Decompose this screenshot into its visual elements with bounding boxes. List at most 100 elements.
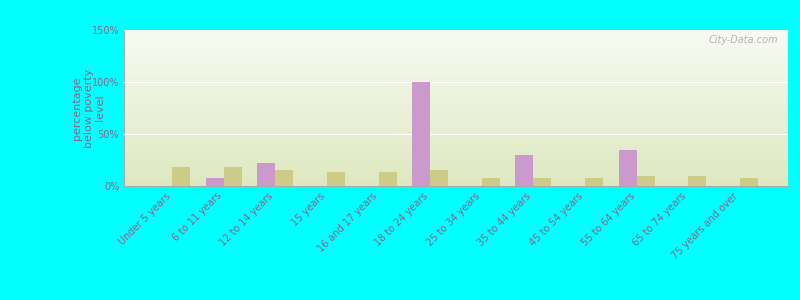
- Bar: [124, 129, 788, 130]
- Bar: [124, 178, 788, 179]
- Bar: [124, 93, 788, 94]
- Bar: [124, 148, 788, 149]
- Bar: [124, 111, 788, 112]
- Bar: [618, 150, 637, 186]
- Bar: [124, 174, 788, 175]
- Bar: [124, 156, 788, 157]
- Bar: [124, 113, 788, 114]
- Bar: [124, 163, 788, 164]
- Bar: [124, 33, 788, 34]
- Bar: [124, 46, 788, 47]
- Bar: [124, 140, 788, 141]
- Y-axis label: percentage
below poverty
level: percentage below poverty level: [72, 68, 106, 148]
- Bar: [206, 178, 224, 186]
- Bar: [124, 121, 788, 122]
- Bar: [124, 123, 788, 124]
- Bar: [124, 88, 788, 89]
- Bar: [124, 128, 788, 129]
- Bar: [124, 72, 788, 73]
- Bar: [430, 170, 448, 186]
- Bar: [124, 63, 788, 64]
- Bar: [124, 73, 788, 74]
- Bar: [124, 86, 788, 87]
- Bar: [124, 146, 788, 147]
- Bar: [740, 178, 758, 186]
- Bar: [534, 178, 551, 186]
- Bar: [124, 40, 788, 41]
- Bar: [124, 96, 788, 97]
- Bar: [124, 98, 788, 99]
- Bar: [124, 168, 788, 169]
- Bar: [124, 42, 788, 43]
- Bar: [124, 127, 788, 128]
- Bar: [124, 110, 788, 111]
- Bar: [124, 118, 788, 119]
- Bar: [124, 32, 788, 33]
- Bar: [124, 56, 788, 57]
- Bar: [124, 92, 788, 93]
- Bar: [124, 122, 788, 123]
- Bar: [124, 47, 788, 48]
- Bar: [124, 171, 788, 172]
- Bar: [124, 125, 788, 126]
- Bar: [124, 64, 788, 65]
- Bar: [124, 94, 788, 95]
- Bar: [482, 178, 500, 186]
- Bar: [124, 85, 788, 86]
- Bar: [124, 44, 788, 45]
- Bar: [124, 132, 788, 133]
- Bar: [124, 49, 788, 50]
- Bar: [124, 182, 788, 183]
- Bar: [124, 150, 788, 151]
- Bar: [124, 95, 788, 96]
- Bar: [124, 45, 788, 46]
- Bar: [124, 172, 788, 173]
- Bar: [124, 180, 788, 181]
- Bar: [124, 126, 788, 127]
- Bar: [124, 39, 788, 40]
- Bar: [124, 159, 788, 160]
- Bar: [688, 176, 706, 186]
- Bar: [124, 89, 788, 90]
- Bar: [124, 115, 788, 116]
- Bar: [585, 178, 603, 186]
- Bar: [124, 155, 788, 156]
- Bar: [124, 58, 788, 59]
- Bar: [124, 84, 788, 85]
- Bar: [124, 161, 788, 162]
- Bar: [124, 66, 788, 67]
- Bar: [124, 31, 788, 32]
- Bar: [124, 143, 788, 144]
- Bar: [124, 51, 788, 52]
- Bar: [124, 90, 788, 91]
- Bar: [124, 149, 788, 150]
- Bar: [124, 50, 788, 51]
- Bar: [124, 179, 788, 180]
- Bar: [124, 60, 788, 61]
- Bar: [124, 173, 788, 174]
- Bar: [124, 80, 788, 81]
- Bar: [124, 78, 788, 79]
- Bar: [124, 101, 788, 102]
- Bar: [124, 103, 788, 104]
- Bar: [124, 164, 788, 165]
- Bar: [124, 74, 788, 75]
- Bar: [124, 38, 788, 39]
- Bar: [124, 131, 788, 132]
- Legend: Middletown, Illinois: Middletown, Illinois: [365, 298, 547, 300]
- Bar: [124, 77, 788, 78]
- Bar: [124, 138, 788, 139]
- Bar: [224, 167, 242, 186]
- Bar: [124, 141, 788, 142]
- Bar: [124, 79, 788, 80]
- Bar: [327, 172, 345, 186]
- Bar: [124, 183, 788, 184]
- Bar: [124, 52, 788, 53]
- Bar: [124, 54, 788, 55]
- Bar: [124, 185, 788, 186]
- Bar: [124, 104, 788, 105]
- Bar: [124, 36, 788, 37]
- Bar: [124, 30, 788, 31]
- Bar: [124, 160, 788, 161]
- Bar: [124, 76, 788, 77]
